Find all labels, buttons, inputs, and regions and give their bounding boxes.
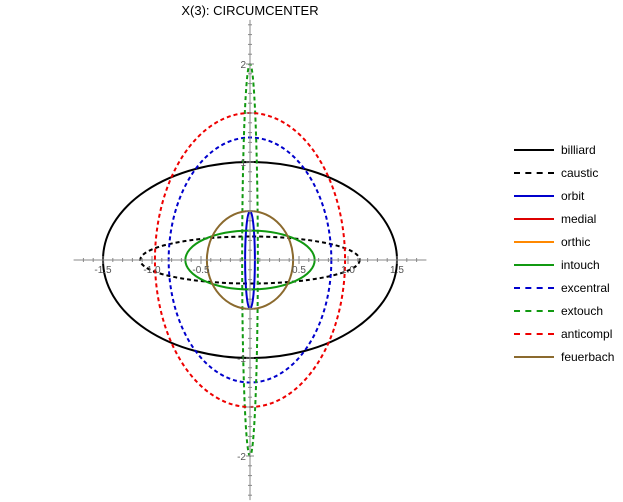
- x-tick-label: -1.5: [94, 265, 112, 276]
- legend-swatch: [514, 171, 554, 174]
- legend-item-anticompl: anticompl: [514, 322, 614, 345]
- legend-item-orthic: orthic: [514, 230, 614, 253]
- legend-swatch: [514, 355, 554, 358]
- legend-label: medial: [561, 211, 597, 226]
- legend-label: orthic: [561, 234, 591, 249]
- legend-swatch: [514, 194, 554, 197]
- legend-label: anticompl: [561, 326, 613, 341]
- legend-item-billiard: billiard: [514, 138, 614, 161]
- x-tick-label: -1.0: [143, 265, 161, 276]
- legend-swatch: [514, 286, 554, 289]
- legend: billiard caustic orbit medial orthic intouch e…: [514, 138, 614, 368]
- x-tick-label: 0.5: [292, 265, 306, 276]
- legend-item-excentral: excentral: [514, 276, 614, 299]
- y-tick-label: -1: [237, 354, 246, 365]
- legend-swatch: [514, 148, 554, 151]
- legend-swatch: [514, 240, 554, 243]
- legend-item-feuerbach: feuerbach: [514, 345, 614, 368]
- legend-swatch: [514, 263, 554, 266]
- legend-item-extouch: extouch: [514, 299, 614, 322]
- x-tick-label: 1.5: [390, 265, 404, 276]
- x-tick-label: 1.0: [341, 265, 355, 276]
- x-tick-label: -0.5: [192, 265, 210, 276]
- legend-label: caustic: [561, 165, 599, 180]
- y-tick-label: -2: [237, 452, 246, 463]
- legend-label: orbit: [561, 188, 585, 203]
- legend-item-caustic: caustic: [514, 161, 614, 184]
- axes-layer: -1.5 -1.0 -0.5 0.5 1.0 1.5 -2 -1 1 2: [73, 19, 427, 501]
- legend-label: billiard: [561, 142, 596, 157]
- chart-title: X(3): CIRCUMCENTER: [181, 3, 319, 18]
- legend-item-orbit: orbit: [514, 184, 614, 207]
- legend-swatch: [514, 332, 554, 335]
- legend-label: feuerbach: [561, 349, 615, 364]
- legend-label: intouch: [561, 257, 600, 272]
- legend-item-intouch: intouch: [514, 253, 614, 276]
- y-tick-label: 2: [240, 60, 246, 71]
- y-tick-label: 1: [240, 158, 246, 169]
- legend-swatch: [514, 217, 554, 220]
- legend-label: extouch: [561, 303, 604, 318]
- legend-item-medial: medial: [514, 207, 614, 230]
- ellipse-plot: -1.5 -1.0 -0.5 0.5 1.0 1.5 -2 -1 1 2: [73, 19, 427, 501]
- legend-swatch: [514, 309, 554, 312]
- legend-label: excentral: [561, 280, 610, 295]
